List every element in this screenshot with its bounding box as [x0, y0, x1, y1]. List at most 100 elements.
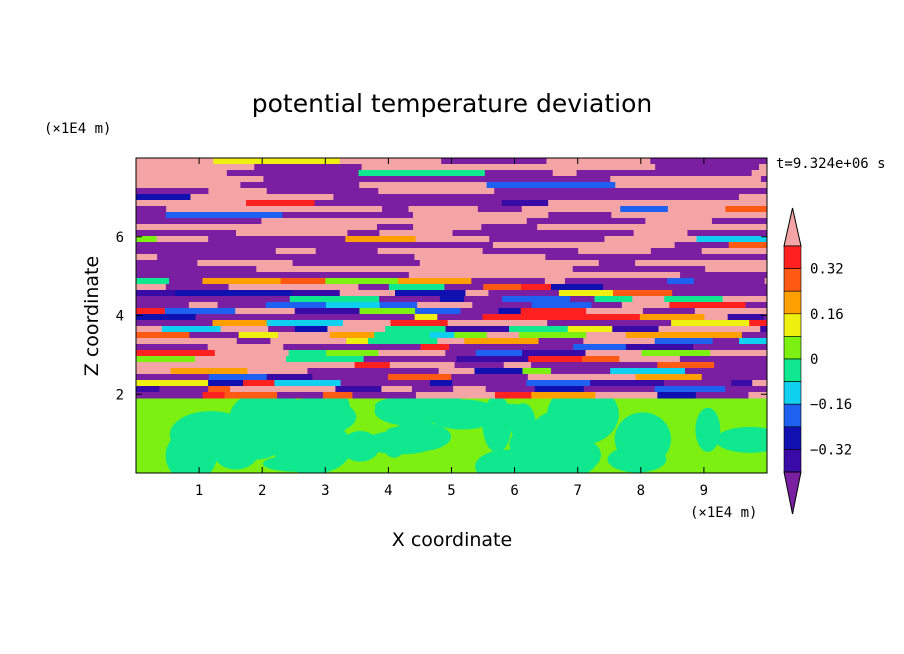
contour-band: [292, 260, 421, 267]
contour-band: [667, 278, 695, 285]
contour-band: [361, 164, 465, 171]
contour-band: [572, 374, 637, 381]
contour-band: [619, 356, 681, 363]
contour-band: [723, 290, 767, 297]
contour-band: [261, 284, 299, 291]
contour-band: [441, 158, 548, 165]
contour-band: [288, 350, 328, 357]
contour-band: [481, 224, 539, 231]
contour-band: [531, 392, 597, 399]
contour-band: [642, 308, 666, 315]
contour-band: [165, 284, 230, 291]
contour-band: [725, 206, 767, 213]
contour-band: [136, 248, 277, 255]
contour-band: [408, 176, 529, 183]
contour-band: [177, 350, 216, 357]
contour-band: [220, 326, 270, 333]
contour-band: [270, 338, 348, 345]
contour-band: [136, 380, 210, 387]
contour-band: [136, 296, 158, 303]
contour-band: [664, 308, 696, 315]
contour-band: [550, 284, 605, 291]
contour-band: [445, 350, 477, 357]
contour-band: [296, 272, 410, 279]
contour-band: [582, 356, 621, 363]
contour-band: [342, 320, 392, 327]
contour-band: [610, 368, 686, 375]
contour-band: [565, 272, 682, 279]
contour-band: [368, 338, 439, 345]
contour-band: [544, 278, 566, 285]
contour-band: [655, 164, 760, 171]
contour-band: [136, 182, 242, 189]
contour-band: [414, 314, 439, 321]
contour-band: [641, 350, 712, 357]
contour-band: [749, 320, 767, 327]
contour-band: [548, 200, 671, 207]
contour-band: [327, 326, 387, 333]
contour-band: [417, 302, 474, 309]
colorbar-bin: [783, 268, 802, 292]
x-tick-label: 6: [510, 483, 518, 499]
contour-band: [482, 248, 580, 255]
contour-band: [197, 260, 294, 267]
contour-band: [528, 356, 584, 363]
contour-band: [671, 320, 751, 327]
contour-band: [379, 302, 419, 309]
contour-band: [456, 356, 530, 363]
contour-band: [519, 332, 588, 339]
contour-band: [547, 320, 607, 327]
contour-band: [501, 200, 550, 207]
contour-band: [633, 230, 656, 237]
contour-band: [745, 302, 767, 309]
contour-band: [764, 314, 767, 321]
contour-band: [764, 278, 767, 285]
contour-band: [374, 332, 431, 339]
contour-band: [486, 182, 617, 189]
contour-band: [387, 374, 453, 381]
contour-band: [502, 260, 600, 267]
contour-band: [632, 296, 666, 303]
contour-band: [208, 188, 268, 195]
contour-band: [585, 350, 643, 357]
contour-band: [735, 350, 767, 357]
contour-band: [297, 284, 360, 291]
contour-band: [381, 386, 413, 393]
contour-band: [136, 278, 171, 285]
contour-band: [339, 290, 396, 297]
contour-band: [406, 158, 443, 165]
contour-band: [526, 218, 647, 225]
contour-band: [345, 236, 417, 243]
contour-band: [162, 338, 238, 345]
contour-band: [224, 392, 279, 399]
contour-band: [739, 338, 767, 345]
contour-band: [212, 320, 268, 327]
contour-band: [477, 206, 523, 213]
contour-band: [136, 374, 210, 381]
contour-band: [387, 200, 503, 207]
contour-band: [230, 290, 293, 297]
contour-band: [752, 380, 767, 387]
contour-band: [408, 272, 536, 279]
lower-layer-blob: [695, 407, 721, 452]
contour-band: [213, 158, 341, 165]
contour-band: [586, 308, 644, 315]
contour-band: [263, 362, 334, 369]
contour-band: [520, 308, 588, 315]
contour-band: [598, 260, 637, 267]
contour-band: [483, 284, 523, 291]
x-tick-label: 5: [447, 483, 455, 499]
contour-band: [575, 164, 657, 171]
contour-band: [583, 386, 656, 393]
contour-band: [472, 302, 533, 309]
contour-band: [266, 320, 344, 327]
contour-band: [564, 278, 616, 285]
contour-band: [484, 170, 554, 177]
contour-band: [359, 182, 399, 189]
contour-band: [742, 368, 767, 375]
contour-band: [411, 386, 455, 393]
contour-band: [583, 338, 656, 345]
contour-band: [414, 254, 547, 261]
lower-layer-blob: [340, 431, 380, 462]
contour-band: [388, 284, 446, 291]
